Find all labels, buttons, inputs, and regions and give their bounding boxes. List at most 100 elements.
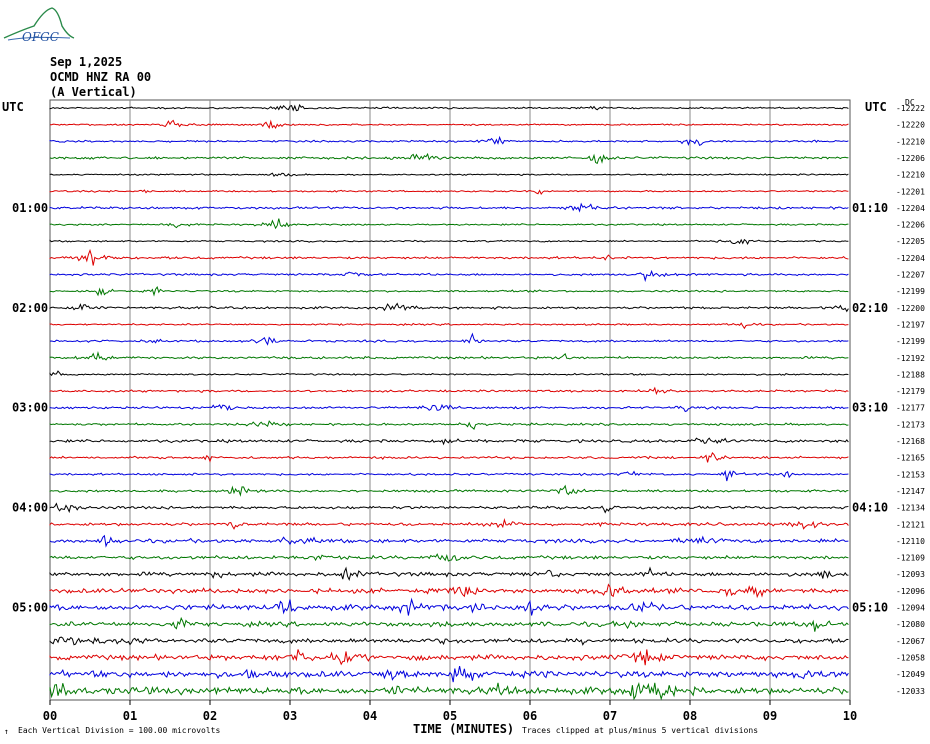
trace-11 xyxy=(49,269,849,283)
dc-value-3: -12210 xyxy=(896,137,925,146)
right-utc-label: UTC xyxy=(865,100,887,114)
dc-value-34: -12058 xyxy=(896,653,925,662)
dc-value-13: -12200 xyxy=(896,304,925,313)
trace-20 xyxy=(49,420,849,430)
dc-value-24: -12147 xyxy=(896,487,925,496)
dc-value-27: -12110 xyxy=(896,537,925,546)
trace-31 xyxy=(49,597,849,616)
trace-18 xyxy=(49,386,849,396)
trace-10 xyxy=(49,248,849,266)
header-component: (A Vertical) xyxy=(50,85,137,99)
dc-value-17: -12188 xyxy=(896,370,925,379)
dc-value-4: -12206 xyxy=(896,154,925,163)
x-tick-label-08: 08 xyxy=(683,709,697,723)
scale-icon: ↑ xyxy=(4,727,9,736)
dc-value-21: -12168 xyxy=(896,437,925,446)
x-tick-label-05: 05 xyxy=(443,709,457,723)
trace-17 xyxy=(49,370,849,377)
x-tick-label-06: 06 xyxy=(523,709,537,723)
trace-22 xyxy=(49,452,849,463)
dc-value-7: -12204 xyxy=(896,204,925,213)
left-time-label-0300: 03:00 xyxy=(12,401,48,415)
trace-15 xyxy=(49,332,849,346)
trace-8 xyxy=(49,218,849,230)
clip-note: Traces clipped at plus/minus 5 vertical … xyxy=(522,726,759,735)
trace-6 xyxy=(49,189,849,195)
dc-value-1: -12222 xyxy=(896,104,925,113)
trace-30 xyxy=(49,583,849,599)
trace-13 xyxy=(49,302,849,313)
x-tick-label-07: 07 xyxy=(603,709,617,723)
dc-value-31: -12094 xyxy=(896,604,925,613)
x-tick-label-10: 10 xyxy=(843,709,857,723)
trace-33 xyxy=(49,636,849,646)
trace-12 xyxy=(49,286,849,297)
left-time-label-0200: 02:00 xyxy=(12,301,48,315)
left-time-label-0400: 04:00 xyxy=(12,501,48,515)
dc-value-20: -12173 xyxy=(896,420,925,429)
x-tick-label-01: 01 xyxy=(123,709,137,723)
right-time-label-0410: 04:10 xyxy=(852,501,888,515)
dc-value-10: -12204 xyxy=(896,254,925,263)
trace-29 xyxy=(49,566,849,582)
x-tick-label-09: 09 xyxy=(763,709,777,723)
dc-value-12: -12199 xyxy=(896,287,925,296)
dc-value-19: -12177 xyxy=(896,404,925,413)
dc-value-11: -12207 xyxy=(896,271,925,280)
scale-note: Each Vertical Division = 100.00 microvol… xyxy=(18,726,221,735)
dc-value-15: -12199 xyxy=(896,337,925,346)
dc-value-26: -12121 xyxy=(896,520,925,529)
right-time-label-0210: 02:10 xyxy=(852,301,888,315)
trace-5 xyxy=(49,172,849,178)
dc-value-29: -12093 xyxy=(896,570,925,579)
trace-25 xyxy=(49,502,849,514)
trace-19 xyxy=(49,403,849,413)
dc-value-5: -12210 xyxy=(896,171,925,180)
trace-36 xyxy=(49,682,849,701)
trace-16 xyxy=(49,351,849,361)
trace-21 xyxy=(49,437,849,446)
logo-text: OFGC xyxy=(22,30,59,44)
right-time-label-0510: 05:10 xyxy=(852,601,888,615)
dc-value-18: -12179 xyxy=(896,387,925,396)
right-time-label-0110: 01:10 xyxy=(852,201,888,215)
trace-9 xyxy=(49,238,849,246)
header-station: OCMD HNZ RA 00 xyxy=(50,70,152,84)
dc-value-9: -12205 xyxy=(896,237,925,246)
x-tick-label-00: 00 xyxy=(43,709,57,723)
x-tick-label-02: 02 xyxy=(203,709,217,723)
dc-value-28: -12109 xyxy=(896,554,925,563)
header-date: Sep 1,2025 xyxy=(50,55,123,69)
trace-7 xyxy=(49,202,849,213)
trace-23 xyxy=(49,469,849,482)
left-utc-label: UTC xyxy=(2,100,24,114)
trace-1 xyxy=(49,103,849,112)
dc-value-23: -12153 xyxy=(896,470,925,479)
right-time-label-0310: 03:10 xyxy=(852,401,888,415)
trace-26 xyxy=(49,518,849,530)
trace-3 xyxy=(49,135,849,146)
trace-24 xyxy=(49,484,849,497)
left-time-label-0500: 05:00 xyxy=(12,601,48,615)
dc-value-8: -12206 xyxy=(896,221,925,230)
dc-value-14: -12197 xyxy=(896,320,925,329)
x-tick-label-04: 04 xyxy=(363,709,377,723)
trace-2 xyxy=(50,119,849,130)
dc-value-16: -12192 xyxy=(896,354,925,363)
trace-4 xyxy=(49,152,849,165)
left-time-label-0100: 01:00 xyxy=(12,201,48,215)
dc-value-22: -12165 xyxy=(896,454,925,463)
dc-value-35: -12049 xyxy=(896,670,925,679)
dc-value-6: -12201 xyxy=(896,187,925,196)
trace-35 xyxy=(49,666,849,683)
x-tick-label-03: 03 xyxy=(283,709,297,723)
ofgc-logo: OFGC xyxy=(3,7,75,44)
dc-value-25: -12134 xyxy=(896,504,925,513)
trace-27 xyxy=(49,534,849,548)
dc-value-32: -12080 xyxy=(896,620,925,629)
trace-32 xyxy=(49,616,849,632)
dc-value-36: -12033 xyxy=(896,687,925,696)
dc-value-33: -12067 xyxy=(896,637,925,646)
x-axis-title: TIME (MINUTES) xyxy=(413,722,515,736)
